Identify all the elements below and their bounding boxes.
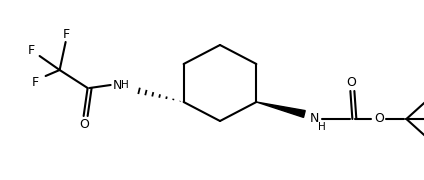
Text: F: F xyxy=(28,44,35,57)
Text: O: O xyxy=(80,118,89,132)
Text: O: O xyxy=(374,111,384,125)
Text: F: F xyxy=(63,28,70,40)
Polygon shape xyxy=(257,102,305,117)
Text: N: N xyxy=(113,78,122,91)
Text: O: O xyxy=(346,75,356,89)
Text: H: H xyxy=(121,80,128,90)
Text: H: H xyxy=(318,122,326,132)
Text: F: F xyxy=(32,75,39,89)
Text: N: N xyxy=(310,112,319,125)
